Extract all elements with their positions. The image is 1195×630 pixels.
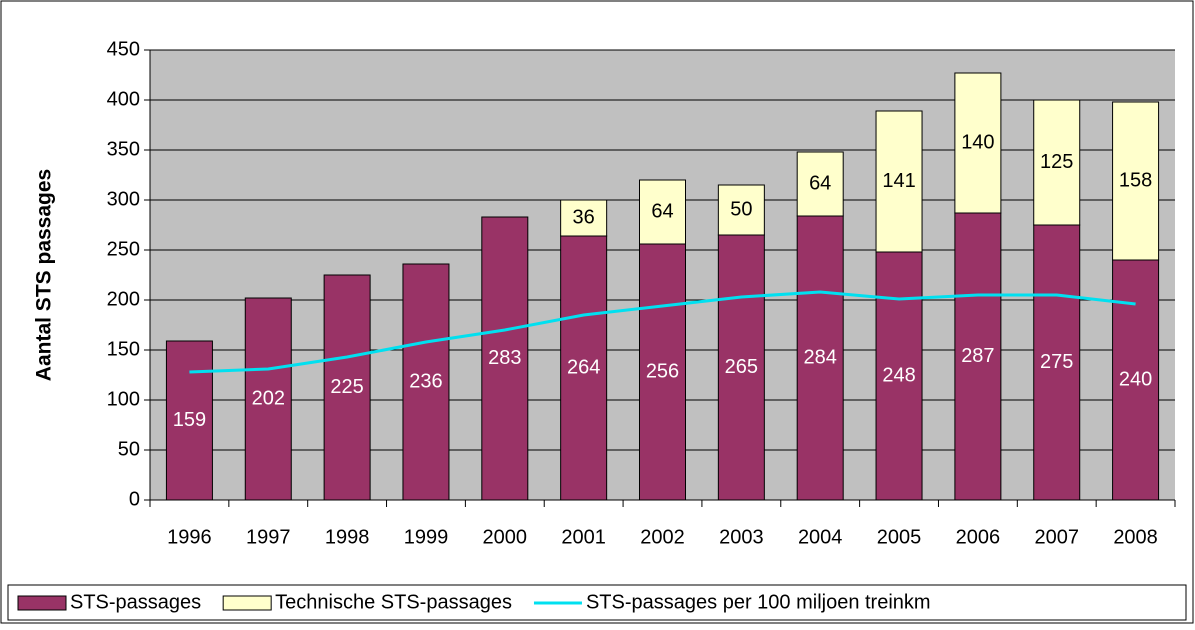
- data-label: 36: [573, 206, 595, 228]
- data-label: 125: [1040, 151, 1073, 173]
- bar-segment: [717, 184, 765, 236]
- x-tick-label: 1999: [404, 526, 449, 548]
- data-label: 240: [1119, 368, 1152, 390]
- x-tick-label: 2008: [1113, 526, 1158, 548]
- bar-segment: [639, 179, 686, 245]
- bar-segment: [717, 234, 765, 501]
- x-tick-label: 2007: [1034, 526, 1079, 548]
- data-label: 159: [173, 409, 206, 431]
- line-series: [189, 290, 1136, 374]
- bar-segment: [402, 263, 450, 501]
- data-label: 50: [730, 198, 752, 220]
- legend-swatch: [17, 595, 67, 611]
- y-tick-label: 50: [118, 438, 140, 460]
- legend-label: STS-passages: [70, 591, 201, 613]
- y-tick-label: 300: [107, 188, 140, 210]
- bar-segment: [1033, 99, 1081, 226]
- data-label: 202: [252, 387, 285, 409]
- y-tick-label: 350: [107, 138, 140, 160]
- data-label: 64: [809, 172, 831, 194]
- x-tick-label: 2000: [483, 526, 528, 548]
- bar-segment: [954, 212, 1002, 501]
- data-label: 275: [1040, 351, 1073, 373]
- x-tick-label: 2006: [956, 526, 1001, 548]
- x-tick-label: 1997: [246, 526, 291, 548]
- bar-segment: [323, 274, 371, 501]
- data-label: 256: [646, 360, 679, 382]
- data-label: 236: [409, 370, 442, 392]
- y-tick-label: 250: [107, 238, 140, 260]
- y-tick-label: 450: [107, 38, 140, 60]
- x-tick-label: 1998: [325, 526, 370, 548]
- legend-label: Technische STS-passages: [275, 591, 512, 613]
- data-label: 264: [567, 356, 600, 378]
- data-label: 140: [961, 131, 994, 153]
- bar-segment: [796, 151, 844, 217]
- bar-segment: [875, 251, 923, 501]
- bar-segment: [1033, 224, 1081, 501]
- bar-segment: [875, 110, 923, 253]
- legend-label: STS-passages per 100 miljoen treinkm: [586, 591, 931, 613]
- bar-segment: [1112, 101, 1160, 261]
- data-label: 158: [1119, 169, 1152, 191]
- bar-segment: [560, 199, 608, 237]
- y-tick-label: 0: [129, 488, 140, 510]
- legend-swatch: [222, 595, 272, 611]
- x-tick-label: 2005: [877, 526, 922, 548]
- y-axis-label: Aantal STS passages: [33, 169, 56, 381]
- x-tick-label: 2004: [798, 526, 843, 548]
- bar-segment: [244, 297, 292, 501]
- y-tick-label: 200: [107, 288, 140, 310]
- data-label: 284: [804, 346, 837, 368]
- bar-segment: [165, 340, 213, 501]
- bar-segment: [639, 243, 686, 501]
- legend-box: [7, 584, 1187, 621]
- data-label: 265: [725, 356, 758, 378]
- data-label: 225: [330, 376, 363, 398]
- bar-segment: [796, 215, 844, 501]
- x-tick-label: 2001: [561, 526, 606, 548]
- data-label: 248: [882, 364, 915, 386]
- y-tick-label: 400: [107, 88, 140, 110]
- x-tick-label: 1996: [167, 526, 212, 548]
- data-label: 141: [882, 170, 915, 192]
- x-tick-label: 2002: [640, 526, 685, 548]
- data-label: 64: [651, 200, 673, 222]
- data-label: 283: [488, 347, 521, 369]
- x-tick-label: 2003: [719, 526, 764, 548]
- data-label: 287: [961, 345, 994, 367]
- bar-segment: [954, 72, 1002, 214]
- bar-segment: [1112, 259, 1160, 501]
- y-tick-label: 100: [107, 388, 140, 410]
- y-tick-label: 150: [107, 338, 140, 360]
